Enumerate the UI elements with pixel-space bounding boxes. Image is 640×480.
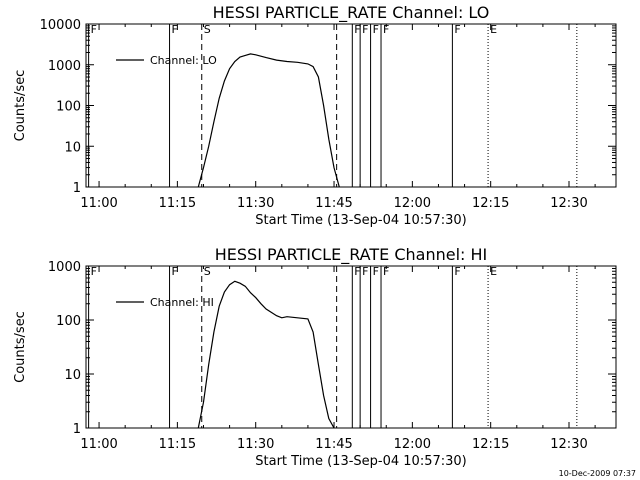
- flag-label: E: [490, 265, 497, 278]
- plot-frame: [85, 23, 617, 188]
- x-tick-label: 11:15: [159, 437, 196, 452]
- y-tick-label: 1000: [48, 260, 81, 275]
- y-axis-label: Counts/sec: [13, 70, 28, 142]
- x-axis-label: Start Time (13-Sep-04 10:57:30): [255, 454, 466, 469]
- flag-label: F: [172, 23, 178, 36]
- x-tick-label: 11:30: [237, 196, 274, 211]
- y-tick-label: 10000: [40, 18, 81, 33]
- x-tick-label: 12:30: [550, 437, 587, 452]
- flag-label: F: [354, 23, 360, 36]
- flag-label: F: [362, 265, 368, 278]
- series-line: [197, 280, 335, 429]
- flag-label: F: [383, 265, 389, 278]
- flag-label: F: [362, 23, 368, 36]
- x-tick-label: 11:30: [237, 437, 274, 452]
- flag-label: F: [454, 23, 460, 36]
- plot-frame: [85, 265, 617, 429]
- x-tick-label: 12:15: [472, 196, 509, 211]
- x-tick-label: 11:00: [80, 196, 117, 211]
- y-tick-label: 1000: [48, 59, 81, 74]
- y-tick-label: 1: [73, 181, 81, 196]
- x-tick-label: 12:00: [394, 196, 431, 211]
- bottom-panel: HESSI PARTICLE_RATE Channel: HI 11:00 11:1…: [13, 245, 617, 469]
- y-tick-label: 100: [56, 100, 81, 115]
- flag-label: F: [172, 265, 178, 278]
- y-tick-label: 100: [56, 314, 81, 329]
- x-tick-label: 12:15: [472, 437, 509, 452]
- flag-label: F: [454, 265, 460, 278]
- y-tick-label: 10: [64, 368, 81, 383]
- legend-label: Channel: HI: [150, 296, 214, 309]
- x-tick-label: 11:15: [159, 196, 196, 211]
- x-tick-label: 12:00: [394, 437, 431, 452]
- flag-label: F: [373, 265, 379, 278]
- flag-label: S: [204, 23, 211, 36]
- x-tick-label: 11:45: [315, 437, 352, 452]
- legend-label: Channel: LO: [150, 54, 217, 67]
- x-tick-label: 11:00: [80, 437, 117, 452]
- x-tick-label: 12:30: [550, 196, 587, 211]
- chart-title: HESSI PARTICLE_RATE Channel: LO: [213, 3, 490, 23]
- flag-label: F: [91, 23, 97, 36]
- flag-label: F: [383, 23, 389, 36]
- footer-timestamp: 10-Dec-2009 07:37: [559, 469, 636, 478]
- flag-label: F: [354, 265, 360, 278]
- x-tick-label: 11:45: [315, 196, 352, 211]
- flag-label: S: [204, 265, 211, 278]
- flag-label: E: [490, 23, 497, 36]
- y-axis-label: Counts/sec: [13, 311, 28, 383]
- flag-label: F: [91, 265, 97, 278]
- series-line: [197, 53, 340, 188]
- y-tick-label: 1: [73, 422, 81, 437]
- x-axis-label: Start Time (13-Sep-04 10:57:30): [255, 213, 466, 228]
- chart-title: HESSI PARTICLE_RATE Channel: HI: [215, 245, 488, 265]
- flag-label: F: [373, 23, 379, 36]
- y-tick-label: 10: [64, 140, 81, 155]
- top-panel: HESSI PARTICLE_RATE Channel: LO 11:00 11:1…: [13, 3, 617, 228]
